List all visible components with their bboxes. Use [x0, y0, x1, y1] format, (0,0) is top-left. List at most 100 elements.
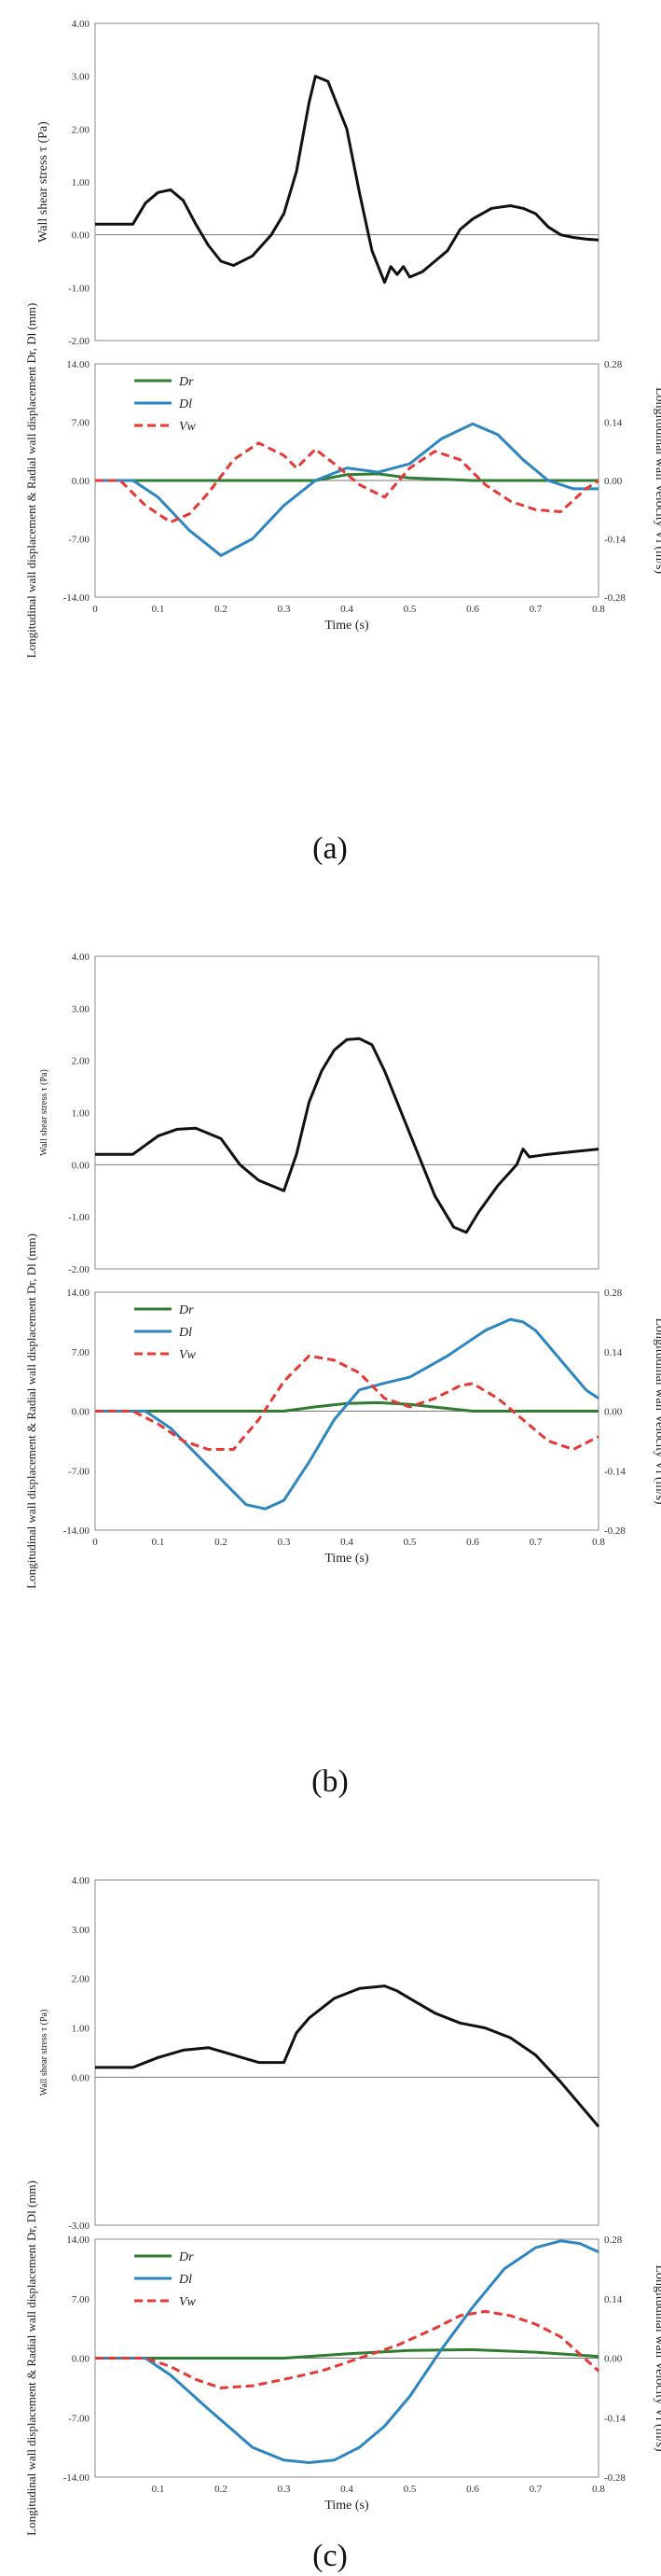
plot-frame [94, 955, 599, 1270]
y-tick-label: 3.00 [72, 1925, 90, 1936]
x-tick-label: 0.6 [466, 1537, 479, 1548]
legend-label: Dl [178, 397, 192, 411]
y-tick-label: 4.00 [72, 19, 90, 30]
y-left-tick-label: -7.00 [68, 2413, 90, 2424]
x-tick-label: 0.5 [404, 2484, 417, 2495]
y-tick-label: -3.00 [68, 2221, 90, 2232]
x-tick-label: 0.2 [214, 604, 227, 615]
displacement-chart: -14.00 -7.00 0.00 7.00 14.00 -0.28 -0.14 0.00 0.… [24, 2180, 661, 2536]
y-right-tick-label: 0.14 [604, 2294, 623, 2305]
displacement-chart: -14.00 -7.00 0.00 7.00 14.00 -0.28 -0.14 0.00 0.… [24, 1233, 661, 1589]
shear-stress-chart: -2.00 -1.00 0.00 1.00 2.00 3.00 4.00 Wall shear… [36, 19, 599, 347]
y-axis-label: Wall shear stress τ (Pa) [39, 2010, 49, 2096]
x-tick-label: 0 [92, 604, 98, 615]
y-left-axis-label: Longitudinal wall displacement & Radial … [24, 2180, 38, 2536]
y-right-axis-label: Longitudinal wall Velocity Vl (m/s) [653, 387, 661, 574]
y-right-tick-label: 0.00 [604, 1407, 623, 1418]
x-tick-label: 0.7 [530, 604, 543, 615]
x-tick-label: 0.7 [530, 2484, 543, 2495]
y-right-tick-label: 0.14 [604, 1347, 623, 1358]
x-tick-label: 0.1 [152, 604, 165, 615]
shear-stress-series-line [95, 1037, 599, 1234]
y-right-tick-label: 0.14 [604, 418, 623, 429]
x-tick-label: 0 [92, 1537, 98, 1548]
x-tick-label: 0.5 [404, 1537, 417, 1548]
plot-frame [94, 22, 599, 341]
y-left-tick-label: 14.00 [66, 1288, 90, 1299]
y-left-tick-label: 7.00 [72, 2294, 90, 2305]
series-line-vw [95, 441, 599, 524]
y-tick-label: 2.00 [72, 124, 90, 135]
y-right-axis-label: Longitudinal wall Velocity Vl (m/s) [653, 1317, 661, 1504]
x-tick-label: 0.7 [530, 1537, 543, 1548]
y-left-tick-label: -14.00 [63, 592, 90, 604]
y-left-tick-label: -14.00 [63, 2472, 90, 2484]
x-tick-label: 0.6 [466, 604, 479, 615]
x-tick-label: 0.5 [404, 604, 417, 615]
series-line-vw [95, 2309, 600, 2389]
x-tick-label: 0.4 [340, 1537, 353, 1548]
plot-frame [94, 1879, 599, 2226]
displacement-chart: -14.00 -7.00 0.00 7.00 14.00 -0.28 -0.14 0.00 0.… [24, 303, 661, 659]
y-right-tick-label: -0.14 [604, 535, 626, 546]
legend-label: Dl [178, 2273, 192, 2287]
series-line-dr [95, 1400, 599, 1413]
y-tick-label: 1.00 [72, 177, 90, 188]
y-tick-label: 4.00 [72, 1875, 90, 1887]
x-axis-label: Time (s) [324, 2499, 369, 2513]
y-right-tick-label: -0.14 [604, 1466, 626, 1477]
y-right-tick-label: 0.00 [604, 2354, 623, 2365]
x-tick-label: 0.3 [278, 604, 291, 615]
shear-stress-series-line [95, 75, 599, 285]
y-left-tick-label: 7.00 [72, 1347, 90, 1358]
y-tick-label: -1.00 [68, 283, 90, 294]
y-left-tick-label: 14.00 [66, 359, 90, 370]
legend-label: Dr [178, 1303, 194, 1317]
x-axis-label: Time (s) [324, 1552, 369, 1566]
series-line-dr [95, 2347, 599, 2360]
y-tick-label: 1.00 [72, 1108, 90, 1120]
y-tick-label: -2.00 [68, 1264, 90, 1275]
x-tick-label: 0.2 [214, 2484, 227, 2495]
x-axis-label: Time (s) [324, 619, 369, 633]
y-right-axis-label: Longitudinal wall Velocity Vl (m/s) [653, 2264, 661, 2451]
shear-stress-chart: -2.00 -1.00 0.00 1.00 2.00 3.00 4.00 Wall shear… [39, 952, 599, 1275]
chart-panel-3: -3.00 0.00 1.00 2.00 3.00 4.00 Wall shear stre… [24, 1875, 661, 2573]
series-line-dl [95, 422, 599, 557]
y-right-tick-label: -0.28 [604, 1525, 626, 1537]
y-left-tick-label: 0.00 [72, 476, 90, 487]
legend: Dr Dl Vw [134, 375, 197, 434]
y-right-tick-label: 0.28 [604, 2235, 623, 2246]
y-tick-label: -1.00 [68, 1212, 90, 1223]
y-tick-label: 3.00 [72, 1004, 90, 1015]
y-left-tick-label: -7.00 [68, 1466, 90, 1477]
y-right-tick-label: 0.28 [604, 359, 623, 370]
y-left-axis-label: Longitudinal wall displacement & Radial … [24, 303, 38, 659]
series-line-dl [95, 1317, 599, 1511]
y-tick-label: 0.00 [72, 2072, 90, 2083]
y-tick-label: 4.00 [72, 952, 90, 963]
x-tick-label: 0.4 [340, 604, 353, 615]
y-right-tick-label: 0.28 [604, 1288, 623, 1299]
x-tick-label: 0.8 [592, 1537, 605, 1548]
y-right-tick-label: 0.00 [604, 476, 623, 487]
x-tick-label: 0.4 [340, 2484, 353, 2495]
y-left-tick-label: 14.00 [66, 2235, 90, 2246]
y-left-tick-label: 7.00 [72, 418, 90, 429]
x-tick-label: 0.1 [152, 1537, 165, 1548]
legend-label: Dl [178, 1326, 192, 1340]
y-tick-label: 3.00 [72, 72, 90, 83]
y-axis-label: Wall shear stress τ (Pa) [36, 121, 50, 243]
y-tick-label: 2.00 [72, 1974, 90, 1985]
y-left-tick-label: 0.00 [72, 1407, 90, 1418]
legend-label: Vw [179, 420, 197, 434]
x-tick-label: 0.2 [214, 1537, 227, 1548]
x-tick-label: 0.6 [466, 2484, 479, 2495]
y-left-axis-label: Longitudinal wall displacement & Radial … [24, 1233, 38, 1589]
x-tick-label: 0.3 [278, 2484, 291, 2495]
panel-label: (c) [312, 2539, 348, 2573]
y-left-tick-label: -7.00 [68, 535, 90, 546]
y-right-tick-label: -0.28 [604, 592, 626, 604]
legend-label: Vw [179, 1348, 197, 1362]
